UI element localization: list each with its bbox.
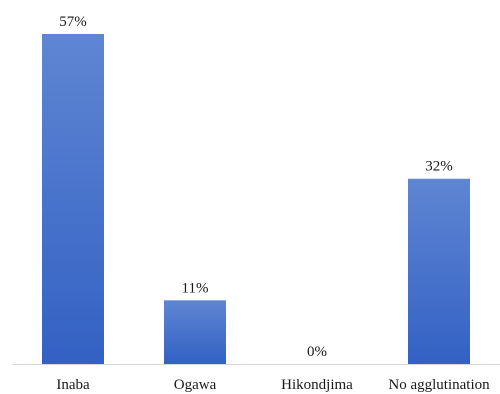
bar-no-agglutination <box>408 178 470 364</box>
data-label-no-agglutination: 32% <box>425 159 453 175</box>
bar-inaba <box>42 34 104 364</box>
category-labels-group: Inaba Ogawa Hikondjima No agglutination <box>56 377 490 393</box>
bars-group <box>42 34 470 364</box>
category-label-inaba: Inaba <box>56 377 90 393</box>
category-label-no-agglutination: No agglutination <box>388 377 490 393</box>
data-label-inaba: 57% <box>59 14 87 30</box>
category-label-hikondjima: Hikondjima <box>281 377 353 393</box>
data-label-hikondjima: 0% <box>307 344 327 360</box>
data-label-ogawa: 11% <box>182 280 209 296</box>
data-labels-group: 57% 11% 0% 32% <box>59 14 453 360</box>
category-label-ogawa: Ogawa <box>174 377 217 393</box>
bar-ogawa <box>164 300 226 364</box>
